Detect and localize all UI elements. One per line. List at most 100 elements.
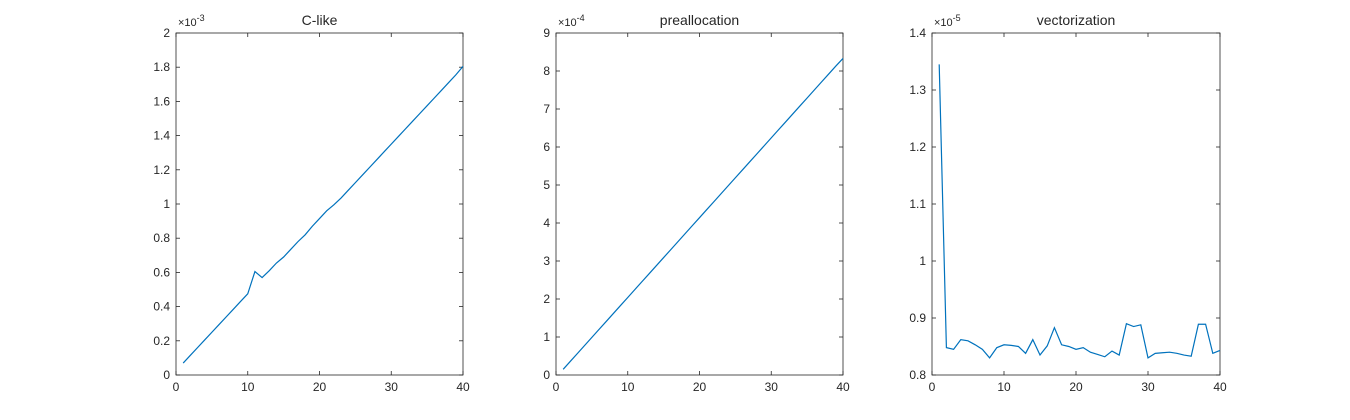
data-point xyxy=(332,203,335,206)
data-point xyxy=(952,348,955,351)
data-point xyxy=(662,256,665,259)
x-tick-label: 30 xyxy=(765,380,779,394)
data-point xyxy=(189,354,192,357)
y-exponent-label: ×10-5 xyxy=(934,13,961,29)
data-point xyxy=(605,320,608,323)
data-point xyxy=(684,232,687,235)
data-point xyxy=(669,248,672,251)
data-point xyxy=(763,144,766,147)
data-point xyxy=(798,104,801,107)
data-point xyxy=(676,240,679,243)
data-point xyxy=(340,197,343,200)
data-point xyxy=(1003,343,1006,346)
data-point xyxy=(1089,351,1092,354)
data-point xyxy=(755,152,758,155)
data-point xyxy=(1103,355,1106,358)
data-point xyxy=(1096,353,1099,356)
data-point xyxy=(1046,344,1049,347)
x-tick-label: 40 xyxy=(456,380,470,394)
data-point xyxy=(261,276,264,279)
data-point xyxy=(981,348,984,351)
data-point xyxy=(218,323,221,326)
axes-box xyxy=(175,32,464,376)
y-tick-label: 0.2 xyxy=(153,334,170,348)
y-tick-label: 3 xyxy=(543,254,550,268)
data-point xyxy=(404,127,407,130)
data-point xyxy=(648,272,651,275)
data-point xyxy=(454,73,457,76)
y-exponent-base: ×10 xyxy=(558,17,577,29)
y-tick-label: 1.1 xyxy=(909,197,926,211)
data-point xyxy=(440,89,443,92)
x-tick-label: 30 xyxy=(385,380,399,394)
x-tick-label: 0 xyxy=(173,380,180,394)
data-point xyxy=(354,181,357,184)
data-point xyxy=(712,200,715,203)
data-point xyxy=(583,344,586,347)
y-exponent-label: ×10-3 xyxy=(178,13,205,29)
data-point xyxy=(1118,354,1121,357)
data-point xyxy=(959,338,962,341)
data-point xyxy=(1197,323,1200,326)
y-tick-label: 9 xyxy=(543,26,550,40)
data-point xyxy=(182,362,185,365)
y-tick-label: 8 xyxy=(543,64,550,78)
data-point xyxy=(995,346,998,349)
data-point xyxy=(1132,325,1135,328)
series-line xyxy=(562,58,844,370)
chart-vectorization: 0 10 20 30 40 0.8 0.9 1 1.1 1.2 1.3 1.4 ×10-5 vectori… xyxy=(909,12,1227,394)
data-point xyxy=(1017,345,1020,348)
data-point xyxy=(311,225,314,228)
data-point xyxy=(361,173,364,176)
data-point xyxy=(820,81,823,84)
data-point xyxy=(569,360,572,363)
data-point xyxy=(619,304,622,307)
x-tick-label: 20 xyxy=(313,380,327,394)
data-point xyxy=(1010,344,1013,347)
data-point xyxy=(426,104,429,107)
series-line xyxy=(182,65,464,364)
data-point xyxy=(447,81,450,84)
data-point xyxy=(375,158,378,161)
data-point xyxy=(748,160,751,163)
data-point xyxy=(698,216,701,219)
data-point xyxy=(304,233,307,236)
data-point xyxy=(1190,355,1193,358)
data-point xyxy=(834,65,837,68)
chart-title: preallocation xyxy=(660,12,739,28)
y-tick-label: 0.8 xyxy=(153,231,170,245)
data-point xyxy=(1183,354,1186,357)
data-point xyxy=(1111,350,1114,353)
data-point xyxy=(967,339,970,342)
y-tick-label: 7 xyxy=(543,102,550,116)
data-point xyxy=(777,128,780,131)
data-point xyxy=(576,352,579,355)
data-point xyxy=(275,261,278,264)
data-point xyxy=(1147,356,1150,359)
data-point xyxy=(225,315,228,318)
data-point xyxy=(1060,343,1063,346)
y-tick-label: 0.8 xyxy=(909,368,926,382)
data-point xyxy=(974,343,977,346)
data-point xyxy=(842,57,845,60)
y-exponent-base: ×10 xyxy=(178,17,197,29)
data-point xyxy=(282,256,285,259)
data-point xyxy=(383,150,386,153)
x-tick-label: 10 xyxy=(241,380,255,394)
y-tick-label: 1.6 xyxy=(153,94,170,108)
data-point xyxy=(720,192,723,195)
chart-title: C-like xyxy=(302,12,338,28)
data-point xyxy=(784,120,787,123)
y-exponent-power: -5 xyxy=(953,13,961,23)
series-line xyxy=(938,64,1221,359)
data-point xyxy=(770,136,773,139)
x-tick-label: 0 xyxy=(553,380,560,394)
y-tick-label: 1 xyxy=(163,197,170,211)
data-point xyxy=(988,356,991,359)
data-point xyxy=(1039,354,1042,357)
data-point xyxy=(411,120,414,123)
data-point xyxy=(727,184,730,187)
y-tick-label: 1 xyxy=(919,254,926,268)
data-point xyxy=(1082,346,1085,349)
